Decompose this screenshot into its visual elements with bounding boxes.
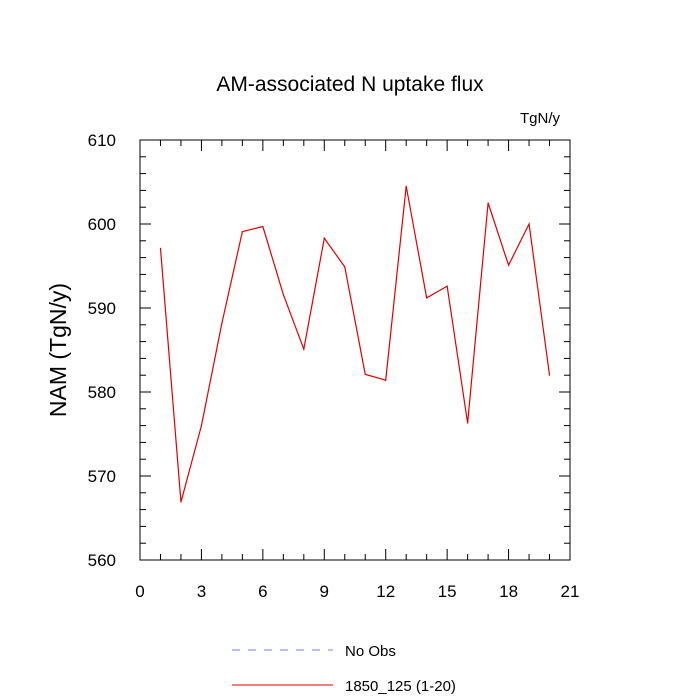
x-tick-label: 21: [561, 582, 580, 601]
y-tick-label: 580: [88, 383, 116, 402]
data-point: [426, 297, 428, 299]
x-tick-label: 9: [320, 582, 329, 601]
chart-title: AM-associated N uptake flux: [216, 73, 484, 96]
data-point: [487, 202, 489, 204]
data-point: [221, 322, 223, 324]
y-tick-label: 610: [88, 131, 116, 150]
y-tick-label: 570: [88, 467, 116, 486]
series-line: [159, 186, 551, 503]
data-point: [303, 348, 305, 350]
units-label: TgN/y: [520, 110, 561, 127]
y-tick-label: 590: [88, 299, 116, 318]
data-point: [323, 237, 325, 239]
data-point: [528, 223, 530, 225]
legend-label: No Obs: [345, 643, 396, 660]
data-point: [405, 185, 407, 187]
y-tick-label: 560: [88, 551, 116, 570]
data-point: [159, 247, 162, 249]
plot-area: 0 3 6 9 12 15 18 21 560 570 580 590 600 610: [88, 131, 580, 601]
legend-label: 1850_125 (1-20): [345, 678, 456, 695]
data-point: [262, 225, 264, 228]
x-tick-label: 12: [376, 582, 395, 601]
data-point: [241, 230, 243, 233]
y-axis-label: NAM (TgN/y): [45, 283, 71, 417]
data-point: [548, 374, 551, 376]
x-tick-label: 18: [499, 582, 518, 601]
legend: No Obs 1850_125 (1-20): [232, 643, 456, 695]
x-tick-label: 6: [258, 582, 267, 601]
x-tick-label: 15: [438, 582, 457, 601]
data-point: [344, 266, 346, 268]
data-point: [180, 501, 182, 503]
plot-frame: [139, 139, 571, 561]
data-point: [507, 264, 510, 266]
x-tick-label: 3: [197, 582, 206, 601]
x-tick-label: 0: [135, 582, 144, 601]
data-point: [385, 379, 387, 381]
data-point: [282, 293, 284, 296]
y-tick-label: 600: [88, 215, 116, 234]
data-point: [446, 285, 448, 287]
data-point: [200, 425, 203, 427]
data-point: [364, 373, 366, 375]
data-point: [467, 422, 469, 424]
